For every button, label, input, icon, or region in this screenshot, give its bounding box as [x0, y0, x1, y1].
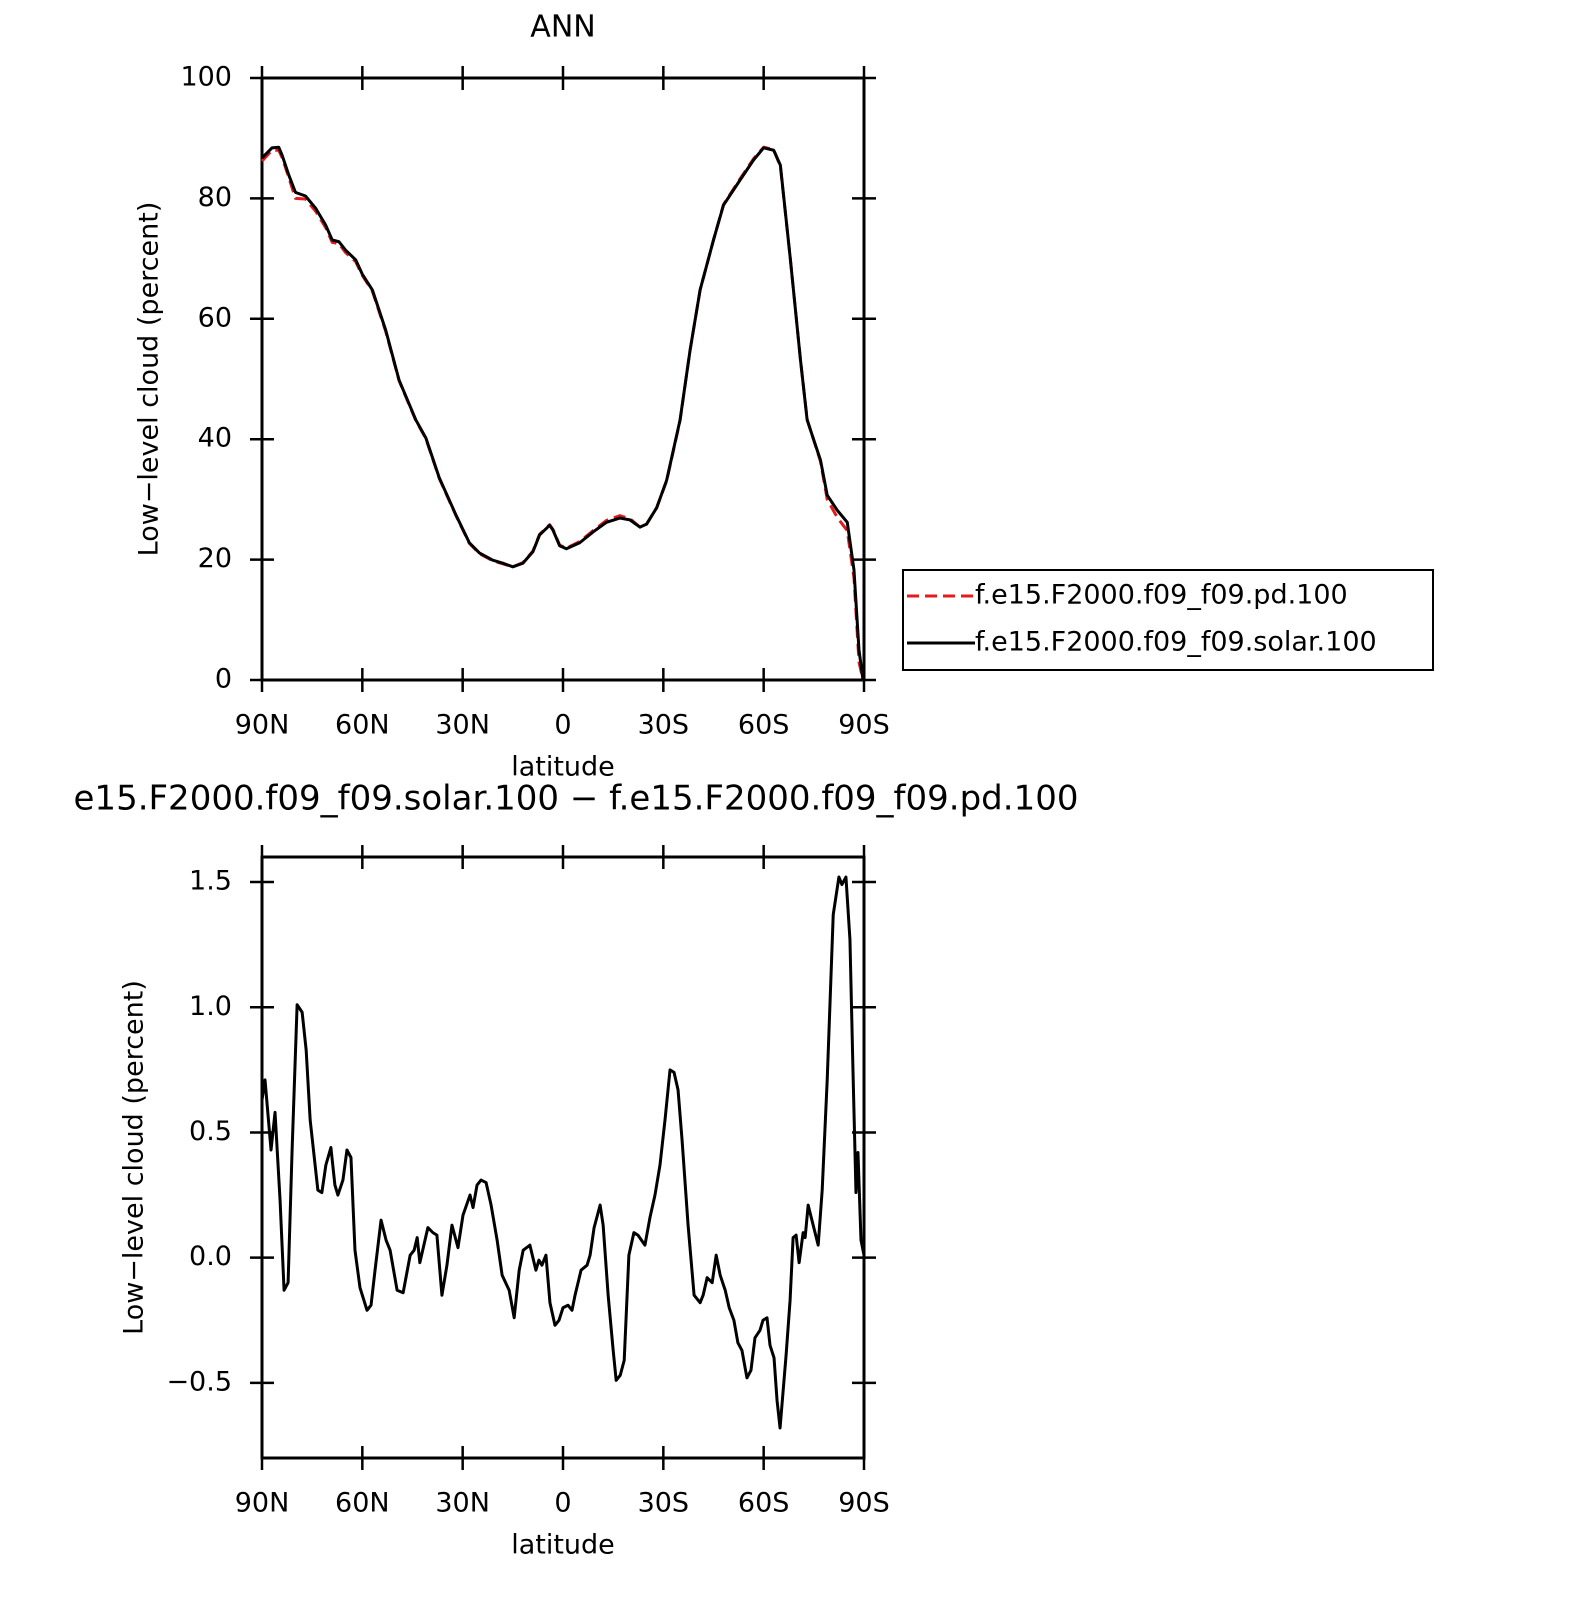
- y-tick-label: 1.0: [189, 991, 232, 1022]
- x-axis-label: latitude: [511, 752, 615, 783]
- chart-title: ANN: [530, 10, 595, 45]
- legend-label: f.e15.F2000.f09_f09.pd.100: [975, 580, 1348, 611]
- x-tick-label: 30N: [435, 710, 490, 741]
- legend-label: f.e15.F2000.f09_f09.solar.100: [975, 627, 1377, 658]
- y-tick-label: 0: [215, 664, 232, 695]
- y-tick-label: 1.5: [189, 866, 232, 897]
- chart-title: e15.F2000.f09_f09.solar.100 − f.e15.F200…: [74, 779, 1079, 819]
- x-tick-label: 60N: [335, 1488, 390, 1519]
- x-tick-label: 0: [554, 1488, 571, 1519]
- x-axis-label: latitude: [511, 1530, 615, 1561]
- data-line: [260, 145, 865, 681]
- x-tick-label: 90N: [235, 710, 290, 741]
- plot-frame: [260, 76, 866, 682]
- data-line: [260, 875, 866, 1430]
- x-tick-label: 30S: [638, 1488, 690, 1519]
- y-tick-label: 0.5: [189, 1116, 232, 1147]
- legend-box: [902, 569, 1434, 671]
- y-tick-label: 0.0: [189, 1241, 232, 1272]
- x-tick-label: 0: [554, 710, 571, 741]
- x-tick-label: 30N: [435, 1488, 490, 1519]
- y-tick-label: 80: [198, 182, 232, 213]
- x-tick-label: 90N: [235, 1488, 290, 1519]
- y-axis-label: Low−level cloud (percent): [134, 202, 165, 557]
- y-tick-label: −0.5: [166, 1366, 232, 1397]
- x-tick-label: 90S: [838, 710, 890, 741]
- x-tick-label: 60S: [738, 710, 790, 741]
- y-tick-label: 20: [198, 543, 232, 574]
- data-line: [260, 145, 865, 681]
- y-axis-label: Low−level cloud (percent): [119, 980, 150, 1335]
- y-tick-label: 40: [198, 423, 232, 454]
- x-tick-label: 60N: [335, 710, 390, 741]
- x-tick-label: 90S: [838, 1488, 890, 1519]
- plot-frame: [260, 855, 866, 1460]
- y-tick-label: 60: [198, 302, 232, 333]
- x-tick-label: 30S: [638, 710, 690, 741]
- y-tick-label: 100: [180, 62, 232, 93]
- x-tick-label: 60S: [738, 1488, 790, 1519]
